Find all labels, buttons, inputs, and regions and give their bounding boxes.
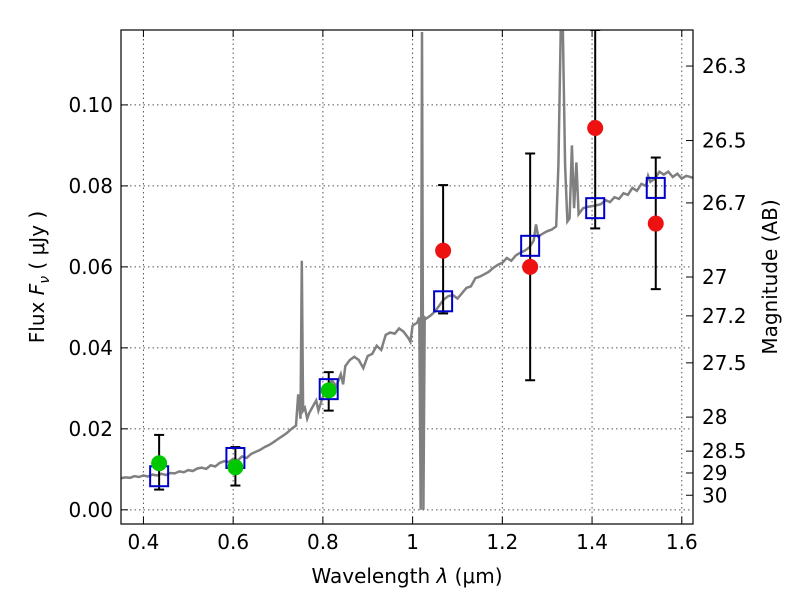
grid-lines (121, 30, 693, 524)
red-point (587, 119, 604, 136)
model-squares (149, 176, 666, 488)
magnitude-tick-label: 27.5 (702, 351, 747, 375)
model-square (585, 197, 606, 220)
y-tick-label: 0.02 (68, 417, 113, 441)
photometry-points (151, 119, 664, 476)
green-point (320, 382, 337, 399)
model-square (520, 234, 541, 257)
magnitude-axis-label: Magnitude (AB) (758, 199, 782, 354)
magnitude-tick-label: 30 (702, 483, 727, 507)
magnitude-tick-label: 26.3 (702, 54, 747, 78)
model-square (645, 176, 666, 199)
x-tick-label: 1.4 (576, 530, 608, 554)
model-square (433, 290, 454, 313)
magnitude-tick-label: 27 (702, 265, 727, 289)
x-tick-label: 1.2 (486, 530, 518, 554)
magnitude-tick-label: 29 (702, 461, 727, 485)
red-point (647, 215, 664, 232)
magnitude-tick-label: 27.2 (702, 304, 747, 328)
x-axis-label: Wavelength λ (μm) (311, 564, 502, 588)
y-axis-label: Flux Fν ( μJy ) (25, 211, 53, 343)
y-tick-label: 0.00 (68, 498, 113, 522)
y-tick-label: 0.06 (68, 255, 113, 279)
green-point (227, 459, 244, 476)
magnitude-tick-label: 28.5 (702, 439, 747, 463)
model-square (318, 378, 339, 401)
x-axis-ticks: 0.4 0.6 0.8 1 1.2 1.4 1.6 (128, 30, 698, 554)
x-tick-label: 1 (406, 530, 419, 554)
magnitude-tick-label: 28 (702, 405, 727, 429)
magnitude-tick-label: 26.5 (702, 129, 747, 153)
y-tick-label: 0.08 (68, 174, 113, 198)
y-tick-label: 0.10 (68, 93, 113, 117)
x-tick-label: 0.6 (217, 530, 249, 554)
x-tick-label: 0.4 (128, 530, 160, 554)
magnitude-tick-label: 26.7 (702, 191, 747, 215)
red-point (522, 258, 539, 275)
red-point (435, 242, 452, 259)
x-tick-label: 0.8 (307, 530, 339, 554)
green-point (151, 455, 168, 472)
y-axis-ticks: 0.00 0.02 0.04 0.06 0.08 0.10 (68, 93, 128, 522)
y-tick-label: 0.04 (68, 336, 113, 360)
x-tick-label: 1.6 (666, 530, 698, 554)
